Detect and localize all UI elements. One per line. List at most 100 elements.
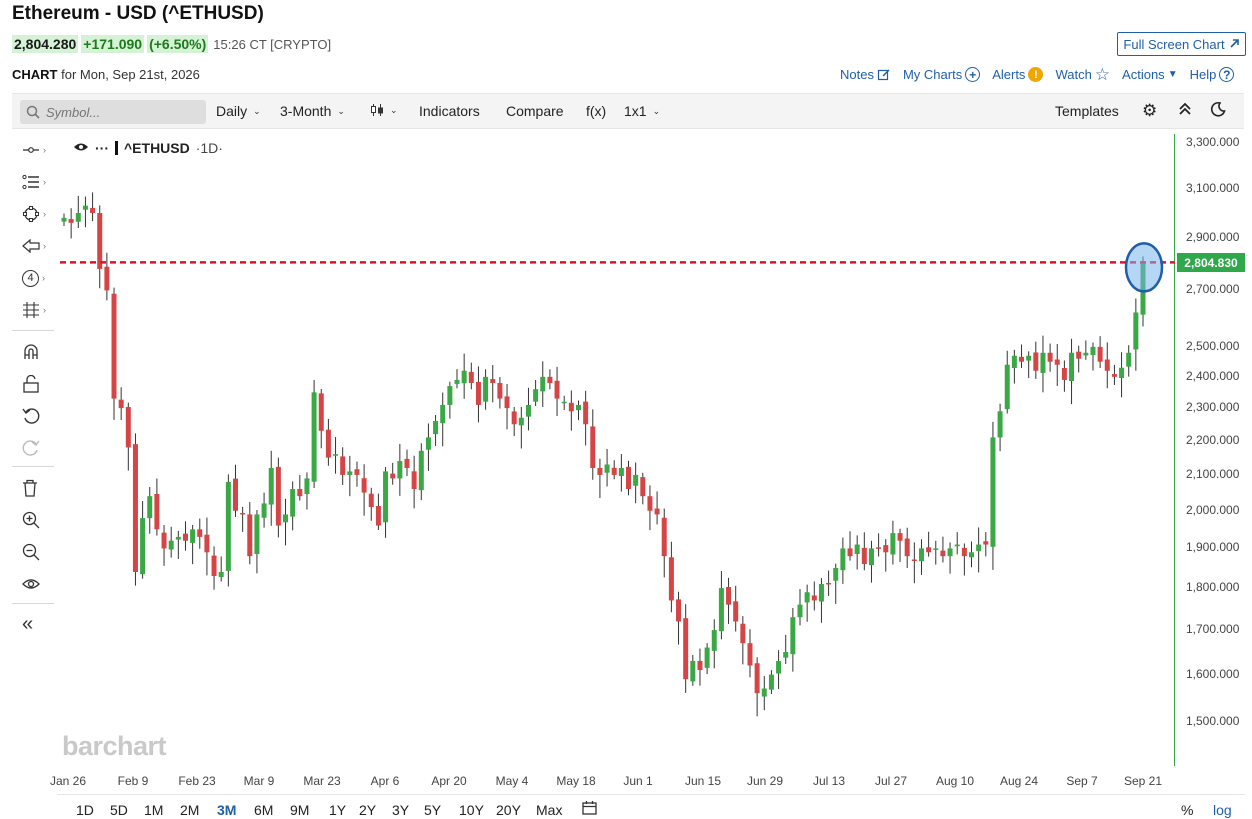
compare-label: Compare xyxy=(506,103,564,119)
more-options-icon[interactable]: ··· xyxy=(95,140,109,156)
actions-menu[interactable]: Actions ▼ xyxy=(1122,67,1178,82)
chart-toolbar: Daily ⌄ 3-Month ⌄ ⌄ Indicators Compare f(x… xyxy=(12,93,1244,129)
candle-body xyxy=(97,212,103,269)
log-scale-toggle[interactable]: log xyxy=(1213,802,1232,818)
candle-body xyxy=(340,456,346,475)
caret-down-icon: ▼ xyxy=(1167,69,1178,80)
candle-body xyxy=(1054,359,1060,365)
function-button[interactable]: f(x) xyxy=(586,103,606,119)
x-axis-tick-label: May 4 xyxy=(495,774,529,788)
shape-tool[interactable]: › xyxy=(22,203,52,225)
y-axis-tick-label: 1,800.000 xyxy=(1186,580,1240,595)
compare-button[interactable]: Compare xyxy=(506,103,564,119)
fib-tool[interactable]: › xyxy=(22,171,52,193)
lock-tool[interactable] xyxy=(22,373,52,395)
list-tool-icon xyxy=(22,174,39,190)
templates-label: Templates xyxy=(1055,103,1119,119)
range-button-9m[interactable]: 9M xyxy=(290,802,310,818)
candle-body xyxy=(240,512,246,515)
candle-body xyxy=(168,540,174,550)
zoom-out-button[interactable] xyxy=(22,541,52,563)
arrow-tool[interactable]: › xyxy=(22,235,52,257)
candle-body xyxy=(275,466,281,526)
candle-body xyxy=(268,467,274,505)
calendar-icon[interactable] xyxy=(582,800,597,818)
counter-tool[interactable]: 4 › xyxy=(22,267,52,289)
settings-button[interactable]: ⚙ xyxy=(1142,102,1157,119)
range-button-6m[interactable]: 6M xyxy=(254,802,274,818)
range-button-max[interactable]: Max xyxy=(536,802,563,818)
visibility-button[interactable] xyxy=(22,573,52,595)
candle-body xyxy=(211,555,217,576)
trash-icon xyxy=(23,479,37,497)
candle-body xyxy=(333,454,339,456)
help-link[interactable]: Help ? xyxy=(1190,67,1235,82)
my-charts-link[interactable]: My Charts + xyxy=(903,67,981,82)
x-axis-tick-label: Jun 15 xyxy=(684,774,722,788)
chart-plot-area[interactable] xyxy=(57,134,1175,766)
chart-type-dropdown[interactable]: ⌄ xyxy=(370,103,398,117)
delete-drawings-button[interactable] xyxy=(22,477,52,499)
period-dropdown[interactable]: 3-Month ⌄ xyxy=(280,103,345,119)
range-button-1d[interactable]: 1D xyxy=(76,802,94,818)
candle-body xyxy=(261,503,267,518)
layout-dropdown[interactable]: 1x1 ⌄ xyxy=(624,103,660,119)
sidebar-divider xyxy=(12,603,54,604)
line-tool-icon xyxy=(23,147,39,153)
candle-body xyxy=(568,402,574,412)
measure-tool[interactable]: › xyxy=(22,299,52,321)
full-screen-chart-button[interactable]: Full Screen Chart xyxy=(1117,32,1246,56)
magnet-tool[interactable] xyxy=(22,341,52,363)
quote-row: 2,804.280 +171.090 (+6.50%) 15:26 CT [CR… xyxy=(12,35,331,53)
x-axis-tick-label: Feb 23 xyxy=(178,774,216,788)
candle-body xyxy=(182,533,188,541)
symbol-search[interactable] xyxy=(20,100,206,124)
range-button-3y[interactable]: 3Y xyxy=(392,802,410,818)
interval-dropdown[interactable]: Daily ⌄ xyxy=(216,103,261,119)
candle-body xyxy=(668,557,674,601)
collapse-sidebar-button[interactable]: « xyxy=(22,613,52,635)
eye-icon[interactable] xyxy=(73,140,89,156)
candle-body xyxy=(232,478,238,511)
range-button-5y[interactable]: 5Y xyxy=(424,802,442,818)
candle-body xyxy=(75,212,81,222)
range-button-5d[interactable]: 5D xyxy=(110,802,128,818)
measure-icon xyxy=(23,302,39,318)
alerts-link[interactable]: Alerts ! xyxy=(992,67,1044,82)
external-link-icon xyxy=(1229,37,1240,52)
range-button-1y[interactable]: 1Y xyxy=(329,802,347,818)
y-axis-tick-label: 1,900.000 xyxy=(1186,540,1240,555)
watch-link[interactable]: Watch ☆ xyxy=(1055,66,1110,83)
range-button-1m[interactable]: 1M xyxy=(144,802,164,818)
candle-body xyxy=(283,514,289,523)
line-tool[interactable]: › xyxy=(22,139,52,161)
percent-scale-toggle[interactable]: % xyxy=(1181,802,1194,818)
redo-button[interactable] xyxy=(22,437,52,459)
zoom-in-button[interactable] xyxy=(22,509,52,531)
range-button-20y[interactable]: 20Y xyxy=(496,802,521,818)
x-axis-tick-label: Aug 24 xyxy=(999,774,1039,788)
range-button-3m[interactable]: 3M xyxy=(217,802,237,818)
notes-link[interactable]: Notes xyxy=(840,67,891,82)
notes-label: Notes xyxy=(840,67,874,82)
indicators-button[interactable]: Indicators xyxy=(419,103,480,119)
candle-body xyxy=(311,392,317,482)
y-axis-tick-label: 3,300.000 xyxy=(1186,135,1240,149)
y-axis-tick-label: 2,000.000 xyxy=(1186,502,1240,517)
candle-body xyxy=(661,517,667,557)
templates-button[interactable]: Templates xyxy=(1055,103,1119,119)
candle-body xyxy=(483,376,489,402)
range-button-2y[interactable]: 2Y xyxy=(359,802,377,818)
collapse-toolbar-button[interactable] xyxy=(1178,101,1192,117)
candle-body xyxy=(433,420,439,435)
x-axis-tick-label: Jan 26 xyxy=(49,774,87,788)
y-axis-tick-label: 2,300.000 xyxy=(1186,400,1240,415)
range-button-10y[interactable]: 10Y xyxy=(459,802,484,818)
dark-mode-toggle[interactable] xyxy=(1210,101,1226,117)
candle-body xyxy=(154,494,160,530)
arrow-left-icon xyxy=(22,239,40,253)
sidebar-divider xyxy=(12,330,54,331)
undo-button[interactable] xyxy=(22,405,52,427)
symbol-search-input[interactable] xyxy=(46,104,196,120)
range-button-2m[interactable]: 2M xyxy=(180,802,200,818)
